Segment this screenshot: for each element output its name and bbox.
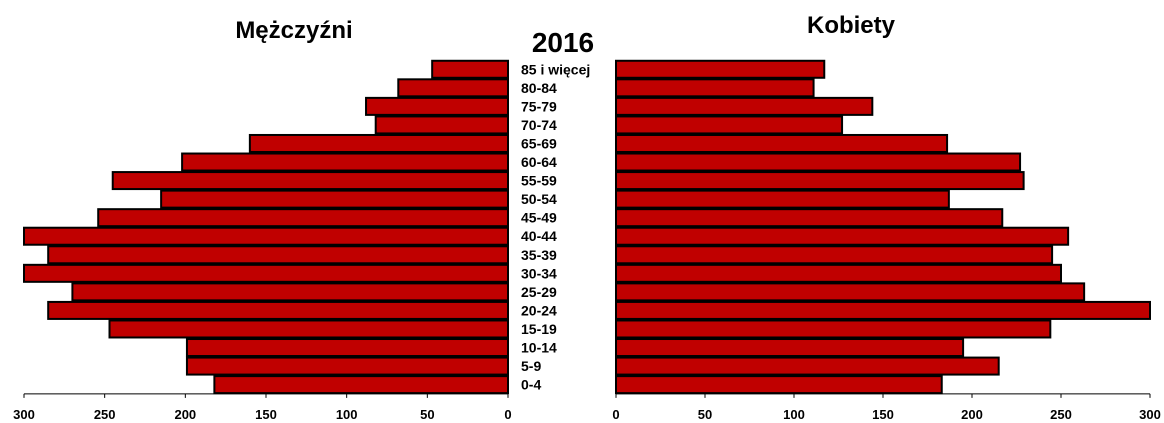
category-label-7: 35-39 — [521, 247, 557, 263]
left-tick-label-4: 200 — [174, 407, 196, 422]
bar-male-2 — [185, 338, 510, 358]
bar-male-4 — [47, 300, 509, 320]
left-series-title: Mężczyźni — [235, 17, 352, 44]
bar-female-11 — [615, 171, 1025, 191]
left-tick-label-2: 100 — [336, 407, 358, 422]
bar-female-5 — [615, 282, 1086, 302]
axes-group: 0 0 50 50 100 100 150 150 200 200 250 250 300 300 — [13, 393, 1161, 422]
bar-male-12 — [181, 152, 510, 172]
bar-male-5 — [71, 282, 510, 302]
category-label-6: 30-34 — [521, 265, 557, 281]
category-label-3: 15-19 — [521, 321, 557, 337]
bar-male-7 — [47, 245, 509, 265]
category-label-12: 60-64 — [521, 154, 557, 170]
category-label-17: 85 i więcej — [521, 61, 590, 77]
bar-male-3 — [108, 319, 510, 339]
category-label-8: 40-44 — [521, 228, 557, 244]
right-series-title: Kobiety — [807, 12, 896, 39]
bar-male-16 — [397, 78, 509, 98]
right-tick-label-4: 200 — [961, 407, 983, 422]
bar-female-17 — [615, 59, 826, 79]
bar-male-8 — [23, 226, 509, 246]
bar-female-3 — [615, 319, 1052, 339]
bar-female-0 — [615, 375, 943, 395]
right-tick-label-1: 50 — [698, 407, 712, 422]
right-tick-label-2: 100 — [783, 407, 805, 422]
left-tick-label-3: 150 — [255, 407, 277, 422]
left-tick-label-5: 250 — [94, 407, 116, 422]
bar-male-17 — [431, 59, 510, 79]
bar-female-4 — [615, 300, 1151, 320]
category-label-14: 70-74 — [521, 117, 557, 133]
bar-male-15 — [365, 96, 509, 116]
bar-male-9 — [97, 208, 509, 228]
bar-male-6 — [23, 263, 509, 283]
bar-female-1 — [615, 356, 1000, 376]
bar-male-11 — [111, 171, 509, 191]
category-label-1: 5-9 — [521, 358, 541, 374]
category-label-2: 10-14 — [521, 340, 557, 356]
category-label-13: 65-69 — [521, 135, 557, 151]
left-tick-label-1: 50 — [420, 407, 434, 422]
bar-male-0 — [213, 375, 510, 395]
bar-female-13 — [615, 133, 949, 153]
bar-female-10 — [615, 189, 950, 209]
right-tick-label-3: 150 — [872, 407, 894, 422]
bar-male-14 — [374, 115, 509, 135]
right-tick-label-5: 250 — [1050, 407, 1072, 422]
bar-male-13 — [248, 133, 509, 153]
bar-male-10 — [160, 189, 509, 209]
bar-female-8 — [615, 226, 1070, 246]
right-tick-label-0: 0 — [612, 407, 619, 422]
bar-female-15 — [615, 96, 874, 116]
bar-female-6 — [615, 263, 1062, 283]
category-label-0: 0-4 — [521, 377, 541, 393]
category-label-11: 55-59 — [521, 173, 557, 189]
bars-group — [23, 59, 1151, 395]
bar-female-14 — [615, 115, 844, 135]
category-label-5: 25-29 — [521, 284, 557, 300]
left-tick-label-6: 300 — [13, 407, 35, 422]
bar-female-7 — [615, 245, 1054, 265]
category-label-4: 20-24 — [521, 302, 557, 318]
chart-title: 2016 — [532, 27, 594, 58]
category-label-9: 45-49 — [521, 210, 557, 226]
bar-female-2 — [615, 338, 965, 358]
bar-female-16 — [615, 78, 815, 98]
category-label-10: 50-54 — [521, 191, 557, 207]
right-tick-label-6: 300 — [1139, 407, 1161, 422]
bar-female-12 — [615, 152, 1022, 172]
category-label-15: 75-79 — [521, 98, 557, 114]
category-label-16: 80-84 — [521, 80, 557, 96]
left-tick-label-0: 0 — [504, 407, 511, 422]
category-labels-group: 0-4 5-9 10-14 15-19 20-24 25-29 30-34 35-39 40-4… — [521, 61, 590, 392]
bar-female-9 — [615, 208, 1004, 228]
bar-male-1 — [185, 356, 510, 376]
